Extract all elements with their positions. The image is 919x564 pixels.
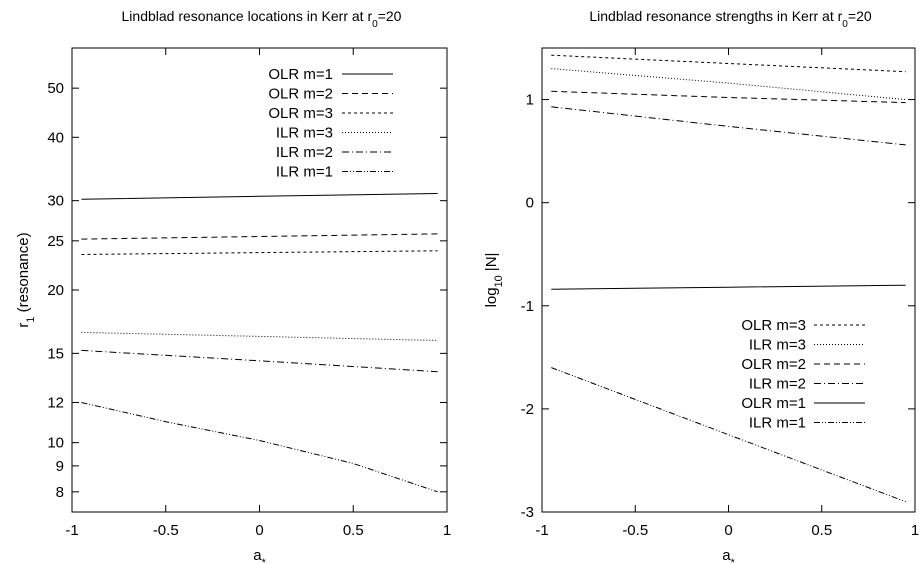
series-line-ilr-m-2 [81,349,438,373]
x-axis-label: a* [253,547,266,564]
plot-frame [71,47,448,513]
legend-label-ilr-m-1: ILR m=1 [276,164,333,181]
x-tick-label: -0.5 [622,522,648,539]
legend-label-olr-m-3: OLR m=3 [268,105,333,122]
series-line-ilr-m-2 [551,106,906,146]
y-tick-label: 8 [56,484,64,501]
chart-panel-resonance-locations: Lindblad resonance locations in Kerr at … [15,8,451,564]
legend-label-ilr-m-2: ILR m=2 [749,376,806,393]
y-axis-label: log10 |N| [483,253,505,308]
chart-panel-resonance-strengths: Lindblad resonance strengths in Kerr at … [483,8,919,564]
y-tick-label: 50 [47,80,64,97]
y-tick-label: 15 [47,345,64,362]
series-line-olr-m-2 [81,233,438,240]
plot-frame [541,47,916,513]
series-line-olr-m-1 [81,193,438,200]
x-tick-label: 0 [724,522,732,539]
y-tick-label: 30 [47,193,64,210]
series-line-ilr-m-3 [551,68,906,101]
legend-label-olr-m-3: OLR m=3 [741,317,806,334]
legend-label-olr-m-1: OLR m=1 [268,66,333,83]
legend-label-olr-m-2: OLR m=2 [268,86,333,103]
legend-label-ilr-m-2: ILR m=2 [276,144,333,161]
series-line-olr-m-1 [551,284,906,290]
y-tick-label: -2 [521,401,534,418]
x-axis-label: a* [722,547,735,564]
series-line-ilr-m-1 [551,367,906,503]
legend-label-ilr-m-3: ILR m=3 [276,125,333,142]
y-axis-label: r1 (resonance) [15,232,37,327]
x-tick-label: 0 [255,522,263,539]
legend-label-ilr-m-3: ILR m=3 [749,337,806,354]
y-tick-label: 40 [47,129,64,146]
series-line-ilr-m-3 [81,331,438,341]
chart-title: Lindblad resonance strengths in Kerr at … [589,8,872,30]
y-tick-label: -3 [521,504,534,521]
legend-label-olr-m-2: OLR m=2 [741,356,806,373]
legend-label-ilr-m-1: ILR m=1 [749,415,806,432]
x-tick-label: -1 [535,522,548,539]
y-tick-label: 20 [47,282,64,299]
x-tick-label: 0.5 [811,522,832,539]
y-tick-label: 1 [526,92,534,109]
y-tick-label: 12 [47,395,64,412]
x-tick-label: 1 [911,522,919,539]
y-tick-label: 25 [47,233,64,250]
series-line-olr-m-3 [551,54,906,73]
x-tick-label: 0.5 [343,522,364,539]
chart-title: Lindblad resonance locations in Kerr at … [122,8,402,30]
y-tick-label: 0 [526,195,534,212]
x-tick-label: -0.5 [153,522,179,539]
y-tick-label: 9 [56,458,64,475]
y-tick-label: 10 [47,435,64,452]
series-line-ilr-m-1 [81,402,438,493]
legend-label-olr-m-1: OLR m=1 [741,395,806,412]
x-tick-label: -1 [65,522,78,539]
series-line-olr-m-3 [81,250,438,255]
series-line-olr-m-2 [551,90,906,104]
x-tick-label: 1 [443,522,451,539]
y-tick-label: -1 [521,298,534,315]
